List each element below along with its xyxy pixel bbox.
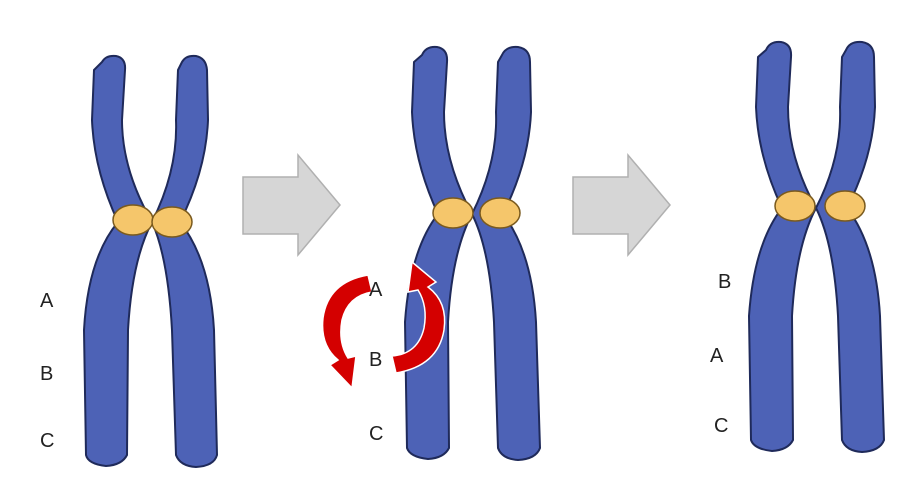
chromosome-inverted: B A C <box>710 40 885 453</box>
curved-arrow-left-icon <box>321 274 373 390</box>
chromatid-left <box>404 45 473 460</box>
curved-arrow-right-icon <box>391 260 446 374</box>
gene-label: B <box>718 271 731 293</box>
chromatid-right <box>151 54 218 468</box>
gene-label: B <box>369 349 382 371</box>
gene-label: A <box>369 279 383 301</box>
centromere-right <box>151 206 193 238</box>
centromere-right <box>824 190 866 222</box>
swap-arrows <box>321 260 446 390</box>
centromere-right <box>479 197 521 229</box>
chromatid-left <box>748 40 817 452</box>
chromosome-original: A B C <box>40 54 218 468</box>
chromatid-right <box>815 40 885 453</box>
gene-label: C <box>369 423 383 445</box>
process-arrow <box>242 152 341 258</box>
gene-label: C <box>714 415 728 437</box>
chromosome-breaking: A B C <box>321 45 541 461</box>
chromatid-left <box>83 54 153 467</box>
centromere-left <box>774 190 816 222</box>
gene-label: C <box>40 430 54 452</box>
gene-label: B <box>40 363 53 385</box>
process-arrow <box>572 152 671 258</box>
gene-label: A <box>40 290 54 312</box>
centromere-left <box>112 204 154 236</box>
gene-label: A <box>710 345 724 367</box>
centromere-left <box>432 197 474 229</box>
chromatid-right <box>471 45 541 461</box>
